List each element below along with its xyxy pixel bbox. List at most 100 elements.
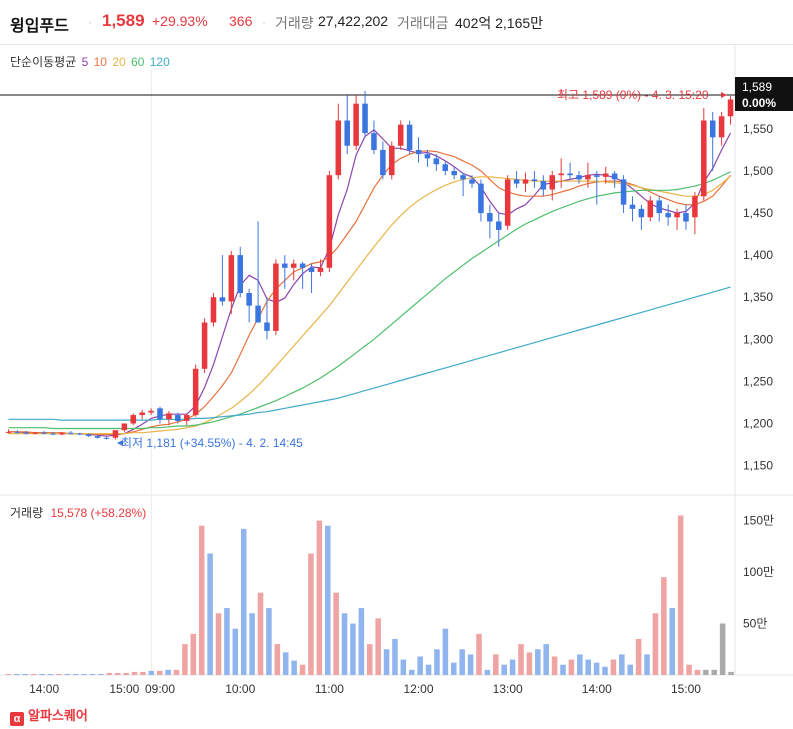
candle-body bbox=[451, 170, 457, 176]
x-tick-label: 11:00 bbox=[315, 682, 344, 696]
volume-bar bbox=[14, 673, 20, 675]
candle-body bbox=[674, 213, 680, 218]
current-price-tag bbox=[735, 77, 793, 111]
separator-dot: · bbox=[88, 15, 92, 29]
volume-bar bbox=[366, 644, 373, 675]
ma-legend-5: 5 bbox=[81, 55, 89, 69]
candle-body bbox=[299, 263, 306, 268]
ma-legend-10: 10 bbox=[93, 55, 107, 69]
change-amount: 366 bbox=[229, 13, 253, 29]
volume-bar bbox=[619, 654, 625, 675]
change-percent: +29.93% bbox=[152, 13, 208, 29]
volume-bars bbox=[5, 515, 734, 675]
volume-bar bbox=[299, 664, 306, 675]
price-chart[interactable]: 1,150 1,200 1,250 1,300 1,350 1,400 1,450 1,500… bbox=[0, 0, 793, 700]
volume-bar bbox=[291, 660, 297, 675]
candle-body bbox=[397, 124, 404, 146]
volume-bar bbox=[266, 608, 272, 675]
volume-bar bbox=[72, 673, 79, 675]
volume-bar bbox=[173, 669, 180, 675]
candle-body bbox=[228, 255, 235, 302]
candle-body bbox=[540, 181, 547, 190]
candle-body bbox=[487, 213, 493, 222]
volume-bar bbox=[467, 654, 474, 675]
volume-bar bbox=[148, 670, 155, 675]
volume-bar bbox=[577, 654, 583, 675]
brand-footer[interactable]: α 알파스퀘어 bbox=[10, 705, 88, 726]
volume-bar bbox=[476, 633, 482, 675]
candle-body bbox=[594, 175, 600, 177]
candle-body bbox=[41, 432, 47, 434]
volume-legend: 거래량 15,578 (+58.28%) bbox=[10, 504, 146, 521]
candle-body bbox=[611, 173, 618, 180]
current-price-tag-price: 1,589 bbox=[742, 80, 772, 94]
candle-body bbox=[130, 415, 137, 424]
volume-bar bbox=[686, 664, 692, 675]
candle-body bbox=[415, 149, 422, 155]
stock-header: 윙입푸드 · 1,589 +29.93% 366 · 거래량 27,422,20… bbox=[0, 0, 793, 45]
volume-bar bbox=[240, 528, 247, 675]
candle-body bbox=[718, 116, 725, 138]
volume-bar bbox=[518, 644, 524, 675]
candle-body bbox=[433, 158, 440, 165]
volume-bar bbox=[652, 613, 659, 675]
current-price-tag-change: 0.00% bbox=[742, 96, 776, 110]
volume-bar bbox=[350, 623, 356, 675]
candle-body bbox=[103, 437, 110, 439]
candle-body bbox=[308, 267, 315, 272]
ma-legend[interactable]: 단순이동평균 5 10 20 60 120 bbox=[10, 53, 172, 70]
y-tick-label: 1,300 bbox=[743, 332, 773, 346]
candle-body bbox=[513, 179, 520, 184]
volume-bar bbox=[543, 644, 549, 675]
ma-legend-label: 단순이동평균 bbox=[10, 55, 77, 69]
volume-bar bbox=[425, 664, 432, 675]
ma-legend-120: 120 bbox=[149, 55, 170, 69]
candle-body bbox=[558, 173, 564, 176]
volume-bar bbox=[719, 623, 726, 675]
x-tick-label: 15:00 bbox=[671, 682, 701, 696]
stock-name[interactable]: 윙입푸드 bbox=[10, 18, 69, 35]
candle-body bbox=[246, 293, 252, 306]
volume-bar bbox=[30, 673, 37, 675]
candle-body bbox=[692, 196, 698, 218]
volume-bar bbox=[703, 669, 709, 675]
ma-lines bbox=[8, 129, 732, 437]
volume-bar bbox=[560, 664, 566, 675]
volume-bar bbox=[434, 649, 440, 675]
candle-body bbox=[460, 175, 466, 180]
candle-body bbox=[576, 175, 582, 180]
volume-bar bbox=[316, 520, 323, 675]
volume-bar bbox=[585, 659, 591, 675]
candle-body bbox=[380, 149, 386, 176]
volume-bar bbox=[568, 659, 575, 675]
volume-tick-label: 150만 bbox=[743, 514, 774, 528]
volume-bar bbox=[165, 669, 171, 675]
current-price: 1,589 bbox=[102, 11, 145, 30]
volume-bar bbox=[358, 608, 365, 675]
volume-bar bbox=[207, 553, 213, 675]
volume-bar bbox=[459, 649, 465, 675]
volume-bar bbox=[593, 662, 600, 675]
y-tick-label: 1,200 bbox=[743, 416, 773, 430]
x-tick-label: 09:00 bbox=[145, 682, 175, 696]
y-tick-label: 1,550 bbox=[743, 122, 773, 136]
candle-body bbox=[531, 179, 538, 182]
volume-bar bbox=[526, 652, 533, 675]
volume-bar bbox=[509, 659, 516, 675]
ma-line-5 bbox=[8, 129, 732, 437]
high-price-label: 최고 1,589 (0%) - 4. 3. 15:20 bbox=[557, 88, 709, 102]
volume-value: 27,422,202 bbox=[318, 13, 389, 29]
volume-bar bbox=[282, 652, 289, 675]
candle-body bbox=[148, 410, 154, 413]
candle-body bbox=[344, 120, 350, 146]
volume-label: 거래량 bbox=[275, 15, 314, 31]
volume-bar bbox=[375, 618, 381, 675]
candle-body bbox=[282, 263, 288, 268]
candle-body bbox=[665, 213, 671, 218]
x-tick-label: 14:00 bbox=[29, 682, 59, 696]
candle-body bbox=[442, 164, 449, 171]
x-tick-label: 15:00 bbox=[109, 682, 139, 696]
volume-tick-label: 50만 bbox=[743, 617, 767, 631]
volume-bar bbox=[232, 628, 239, 675]
x-tick-label: 14:00 bbox=[582, 682, 612, 696]
